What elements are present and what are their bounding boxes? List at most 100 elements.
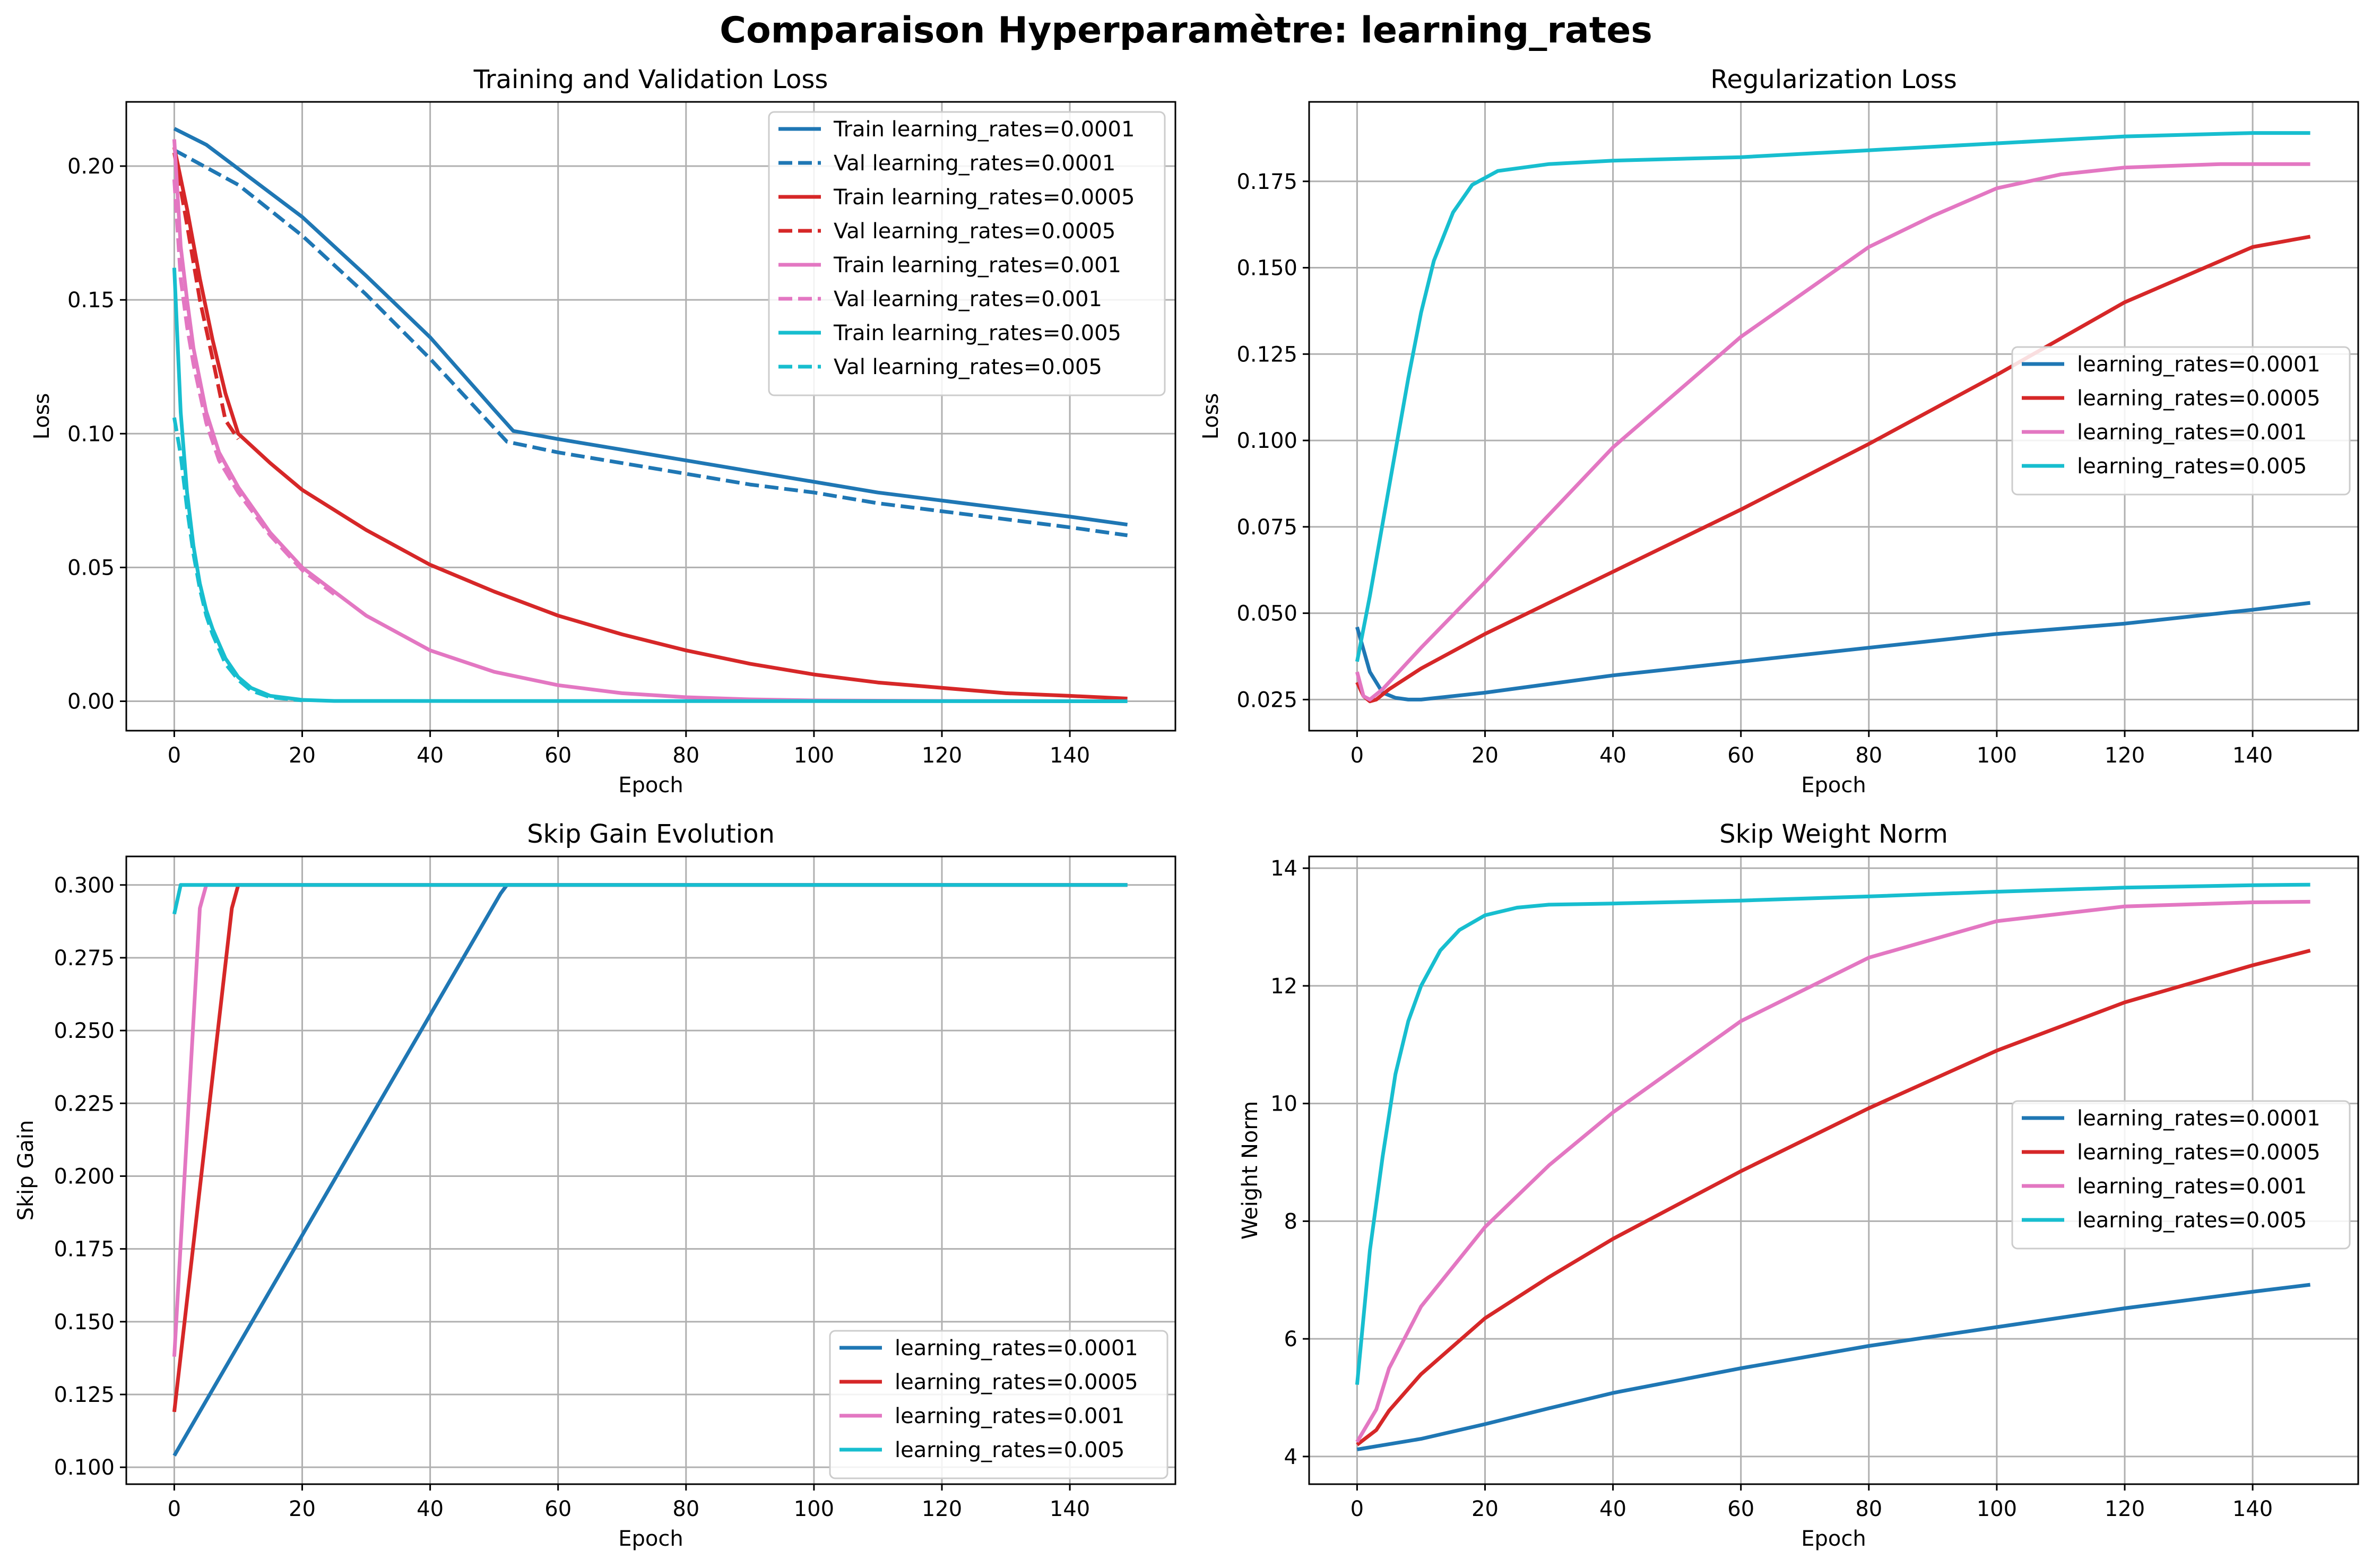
chart-skip: 0 20 40 60 80 100 120 140 0.100 0.125 0.150 0.175 0.… bbox=[14, 819, 1176, 1551]
series-line bbox=[1355, 601, 2311, 701]
x-tick-label: 20 bbox=[289, 743, 316, 768]
y-tick-label: 12 bbox=[1270, 974, 1297, 999]
legend-entry: learning_rates=0.005 bbox=[2077, 454, 2307, 479]
legend-entry: Val learning_rates=0.0005 bbox=[834, 219, 1115, 244]
y-tick-label: 14 bbox=[1270, 856, 1297, 881]
y-tick-label: 0.10 bbox=[67, 422, 115, 446]
chart-norm: 0 20 40 60 80 100 120 140 4 6 8 10 12 14 Skip Weight N… bbox=[1238, 819, 2359, 1551]
legend-entry: learning_rates=0.0001 bbox=[895, 1336, 1138, 1361]
series-line bbox=[172, 146, 1128, 700]
x-tick-label: 40 bbox=[1599, 1497, 1626, 1521]
x-tick-label: 140 bbox=[1050, 743, 1090, 768]
y-tick-label: 0.125 bbox=[54, 1383, 115, 1407]
axes-frame bbox=[125, 855, 1176, 1485]
legend-entry: Train learning_rates=0.001 bbox=[833, 253, 1121, 278]
legend-entry: Val learning_rates=0.005 bbox=[834, 355, 1102, 379]
x-tick-label: 40 bbox=[1599, 743, 1626, 768]
x-tick-label: 60 bbox=[544, 1497, 572, 1521]
y-axis-label: Skip Gain bbox=[14, 1120, 38, 1221]
legend-entry: learning_rates=0.001 bbox=[2077, 1174, 2307, 1199]
y-tick-label: 0.100 bbox=[1236, 429, 1297, 453]
series-line bbox=[1356, 1283, 2311, 1452]
legend-entry: learning_rates=0.0001 bbox=[2077, 352, 2321, 377]
legend-entry: learning_rates=0.0005 bbox=[2077, 1140, 2321, 1165]
x-tick-label: 100 bbox=[1977, 1497, 2017, 1521]
y-tick-label: 0.250 bbox=[54, 1019, 115, 1043]
axes-frame bbox=[125, 101, 1176, 732]
legend-entry: learning_rates=0.005 bbox=[2077, 1208, 2307, 1233]
x-tick-label: 80 bbox=[1855, 1497, 1882, 1521]
x-axis-label: Epoch bbox=[1801, 1527, 1866, 1551]
legend-entry: learning_rates=0.005 bbox=[895, 1438, 1124, 1462]
legend-box bbox=[2011, 346, 2351, 496]
x-tick-label: 120 bbox=[2105, 1497, 2145, 1521]
x-tick-label: 0 bbox=[168, 1497, 181, 1521]
y-tick-label: 6 bbox=[1284, 1327, 1297, 1352]
y-tick-label: 0.075 bbox=[1236, 515, 1297, 540]
legend-box bbox=[829, 1330, 1168, 1479]
y-tick-label: 4 bbox=[1284, 1445, 1297, 1469]
y-tick-label: 8 bbox=[1284, 1209, 1297, 1234]
legend-entry: learning_rates=0.001 bbox=[895, 1404, 1124, 1428]
series-line bbox=[172, 152, 240, 440]
chart-loss: 0 20 40 60 80 100 120 140 0.00 0.05 0.10 0.15 0.20 Tr… bbox=[30, 65, 1176, 798]
chart-title: Training and Validation Loss bbox=[473, 65, 828, 94]
series-line bbox=[172, 883, 1128, 1357]
series-line bbox=[1355, 882, 2310, 1385]
x-tick-label: 100 bbox=[1977, 743, 2017, 768]
legend-entry: learning_rates=0.0005 bbox=[2077, 386, 2321, 411]
x-tick-label: 140 bbox=[2232, 1497, 2273, 1521]
series-group bbox=[172, 883, 1128, 1457]
x-tick-label: 100 bbox=[794, 743, 834, 768]
y-tick-label: 0.00 bbox=[67, 690, 115, 714]
chart-title: Skip Gain Evolution bbox=[527, 819, 775, 849]
axes-frame bbox=[1308, 101, 2359, 732]
legend-entry: Train learning_rates=0.005 bbox=[833, 321, 1121, 345]
legend-entry: learning_rates=0.0001 bbox=[2077, 1106, 2321, 1131]
x-tick-label: 120 bbox=[922, 743, 962, 768]
y-tick-label: 0.150 bbox=[1236, 256, 1297, 281]
x-tick-label: 60 bbox=[1727, 1497, 1754, 1521]
y-tick-label: 0.20 bbox=[67, 154, 115, 179]
axes-frame bbox=[1308, 855, 2359, 1485]
figure-suptitle: Comparaison Hyperparamètre: learning_rat… bbox=[720, 10, 1652, 51]
legend: Train learning_rates=0.0001 Val learning_… bbox=[768, 111, 1166, 396]
legend-entry: Val learning_rates=0.0001 bbox=[834, 151, 1115, 176]
series-line bbox=[1355, 131, 2310, 662]
x-tick-label: 80 bbox=[672, 743, 699, 768]
x-axis-label: Epoch bbox=[618, 773, 683, 798]
x-tick-label: 100 bbox=[794, 1497, 834, 1521]
chart-reg: 0 20 40 60 80 100 120 140 0.025 0.050 0.075 0.100 0.… bbox=[1199, 65, 2359, 798]
x-tick-label: 0 bbox=[1351, 1497, 1364, 1521]
series-line bbox=[172, 179, 335, 596]
x-tick-label: 20 bbox=[1471, 1497, 1499, 1521]
y-axis-label: Weight Norm bbox=[1238, 1101, 1262, 1240]
x-tick-label: 80 bbox=[672, 1497, 699, 1521]
series-line bbox=[1355, 899, 2310, 1443]
legend-entry: Train learning_rates=0.0005 bbox=[833, 185, 1135, 210]
legend: learning_rates=0.0001 learning_rates=0.00… bbox=[829, 1330, 1168, 1479]
legend-entry: learning_rates=0.001 bbox=[2077, 420, 2307, 445]
x-axis-label: Epoch bbox=[618, 1527, 683, 1551]
y-tick-label: 0.200 bbox=[54, 1164, 115, 1189]
legend-box bbox=[2011, 1100, 2351, 1250]
y-tick-label: 10 bbox=[1270, 1092, 1297, 1116]
series-line bbox=[172, 883, 1128, 915]
legend-entry: Val learning_rates=0.001 bbox=[834, 287, 1102, 311]
series-group bbox=[1355, 131, 2311, 704]
series-line bbox=[173, 127, 1128, 527]
x-tick-label: 140 bbox=[1050, 1497, 1090, 1521]
y-axis-label: Loss bbox=[1199, 393, 1223, 440]
y-tick-label: 0.15 bbox=[67, 288, 115, 313]
x-tick-label: 120 bbox=[2105, 743, 2145, 768]
x-tick-label: 40 bbox=[417, 1497, 444, 1521]
x-tick-label: 80 bbox=[1855, 743, 1882, 768]
series-line bbox=[173, 148, 1128, 538]
series-group bbox=[1355, 882, 2311, 1452]
y-tick-label: 0.175 bbox=[1236, 170, 1297, 194]
y-tick-label: 0.125 bbox=[1236, 342, 1297, 367]
y-tick-label: 0.300 bbox=[54, 873, 115, 898]
y-tick-label: 0.175 bbox=[54, 1237, 115, 1262]
x-tick-label: 20 bbox=[1471, 743, 1499, 768]
